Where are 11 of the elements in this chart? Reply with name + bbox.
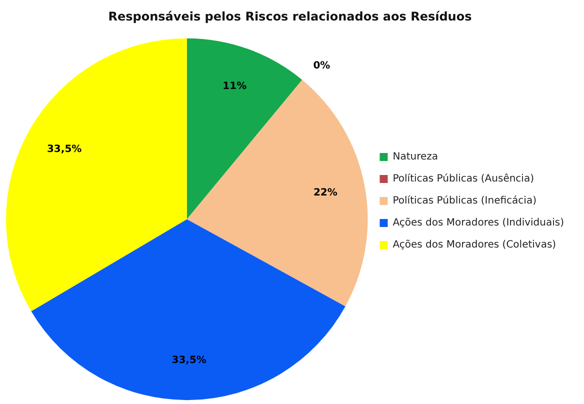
text: 0% (313, 60, 330, 72)
legend-label: Natureza (392, 152, 438, 163)
legend-label: Políticas Públicas (Ineficácia) (392, 196, 537, 207)
legend-label: Políticas Públicas (Ausência) (392, 174, 534, 185)
chart-title: Responsáveis pelos Riscos relacionados aos Resíduos (108, 9, 472, 24)
data-label: 22% (313, 187, 338, 198)
legend-label: Ações dos Moradores (Individuais) (392, 218, 564, 229)
data-label: 11% (222, 81, 247, 92)
legend-label: Ações dos Moradores (Coletivas) (392, 240, 556, 251)
data-label: 33,5% (172, 354, 206, 366)
data-label: 33,5% (46, 144, 82, 155)
